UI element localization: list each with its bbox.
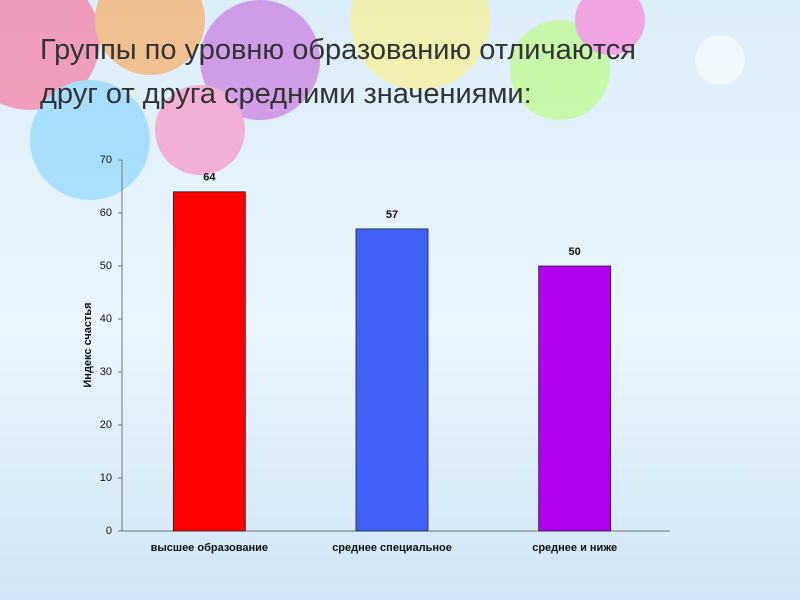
x-tick-label: высшее образование bbox=[151, 542, 268, 554]
bar bbox=[172, 191, 246, 532]
y-tick-label: 70 bbox=[100, 154, 112, 166]
value-label: 57 bbox=[386, 209, 398, 221]
x-tick-label: среднее специальное bbox=[332, 542, 452, 554]
value-label: 50 bbox=[569, 246, 581, 258]
bar bbox=[355, 228, 429, 532]
y-tick-label: 10 bbox=[100, 472, 112, 484]
y-tick-label: 20 bbox=[100, 419, 112, 431]
y-tick-label: 50 bbox=[100, 260, 112, 272]
decoration bbox=[0, 0, 745, 200]
y-axis-label: Индекс счастья bbox=[82, 302, 94, 387]
y-tick-label: 40 bbox=[100, 313, 112, 325]
x-tick-label: среднее и ниже bbox=[532, 542, 617, 554]
y-tick-label: 60 bbox=[100, 207, 112, 219]
y-tick-label: 0 bbox=[106, 525, 112, 537]
slide-title: Группы по уровню образованию отличаются … bbox=[40, 34, 637, 110]
value-label: 64 bbox=[203, 172, 216, 184]
bar bbox=[538, 265, 612, 532]
y-tick-label: 30 bbox=[100, 366, 112, 378]
